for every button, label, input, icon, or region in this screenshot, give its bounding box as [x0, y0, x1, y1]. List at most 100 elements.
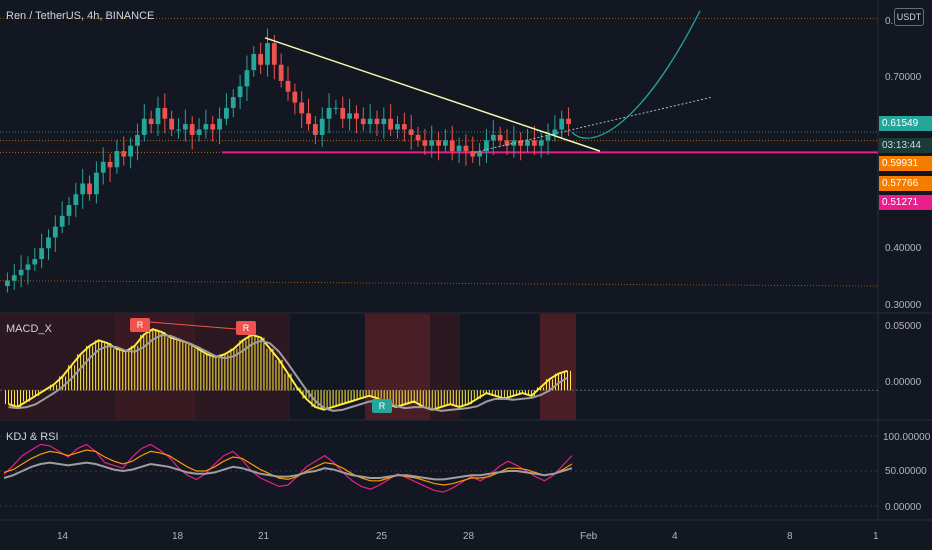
signal-badge: R: [236, 321, 256, 335]
kdj-pane[interactable]: [0, 435, 878, 507]
candle-body: [395, 124, 400, 130]
candle-body: [443, 140, 448, 146]
divergence-line: [149, 321, 237, 330]
candle-body: [333, 107, 339, 109]
last-price-label: 0.61549: [879, 116, 932, 131]
time-axis[interactable]: 14 18 21 25 28 Feb 4 8 1: [57, 531, 879, 542]
candle-body: [381, 118, 387, 125]
candle-body: [210, 124, 216, 130]
kdj-tick: 0.00000: [885, 502, 922, 513]
candle-body: [497, 134, 503, 141]
candle-body: [5, 280, 10, 287]
time-tick: Feb: [580, 531, 598, 542]
candle-body: [237, 86, 243, 98]
candle-body: [59, 215, 65, 227]
macd-zone: [540, 314, 576, 420]
candle-body: [52, 226, 58, 238]
candle-body: [217, 118, 222, 130]
macd-line: [8, 328, 568, 411]
candle-body: [73, 194, 79, 206]
kdj-tick: 50.00000: [885, 466, 927, 477]
candle-body: [66, 205, 72, 216]
time-tick: 28: [463, 531, 475, 542]
price-axis[interactable]: 0. 0.70000 0.40000 0.30000: [885, 16, 922, 311]
macd-title: MACD_X: [6, 323, 52, 335]
candle-body: [244, 70, 250, 87]
macd-tick: 0.05000: [885, 321, 922, 332]
candle-body: [326, 107, 332, 119]
kdj-series-line: [3, 461, 573, 481]
price-pane[interactable]: [0, 10, 879, 293]
candle-body: [25, 264, 31, 270]
candle-body: [11, 275, 17, 281]
candle-body: [258, 53, 264, 65]
time-tick: 25: [376, 531, 388, 542]
candle-body: [422, 140, 428, 146]
candle-body: [224, 107, 229, 119]
price-tick: 0.40000: [885, 243, 922, 254]
kdj-series-line: [3, 449, 573, 486]
candle-body: [388, 118, 394, 130]
time-tick: 14: [57, 531, 69, 542]
candle-body: [141, 118, 147, 135]
price-tick: 0.: [885, 16, 893, 27]
candle-body: [203, 124, 209, 130]
macd-signal-line: [8, 334, 569, 412]
macd-zone: [430, 314, 460, 420]
descending-trendline: [264, 37, 601, 152]
candle-body: [538, 140, 544, 146]
candle-body: [360, 118, 366, 125]
candle-body: [107, 161, 113, 168]
level-label: 0.59931: [879, 156, 932, 171]
candle-body: [490, 134, 496, 141]
candle-body: [559, 118, 565, 130]
chart-title: Ren / TetherUS, 4h, BINANCE: [6, 10, 155, 22]
candle-body: [299, 102, 305, 114]
candle-body: [477, 151, 483, 157]
kdj-series-line: [3, 443, 573, 493]
time-tick: 18: [172, 531, 184, 542]
candle-body: [176, 129, 181, 131]
candle-body: [32, 259, 38, 265]
candle-body: [251, 53, 257, 71]
time-tick: 1: [873, 531, 879, 542]
candle-body: [456, 145, 462, 152]
candle-body: [87, 183, 92, 195]
time-tick: 21: [258, 531, 270, 542]
signal-badge: R: [372, 399, 392, 413]
candle-body: [340, 107, 346, 119]
candle-body: [347, 113, 352, 119]
candle-body: [408, 129, 414, 135]
kdj-axis[interactable]: 100.00000 50.00000 0.00000: [883, 432, 931, 513]
candle-body: [415, 134, 421, 141]
macd-axis[interactable]: 0.05000 0.00000: [885, 321, 922, 388]
kdj-tick: 100.00000: [883, 432, 931, 443]
candle-body: [367, 118, 373, 125]
candle-body: [135, 134, 140, 146]
kdj-title: KDJ & RSI: [6, 431, 59, 443]
candle-body: [196, 129, 202, 135]
macd-tick: 0.00000: [885, 377, 922, 388]
candle-body: [531, 140, 537, 146]
candle-body: [552, 129, 558, 135]
candle-body: [306, 113, 311, 125]
candle-body: [182, 124, 188, 130]
candle-body: [265, 43, 270, 65]
candle-body: [46, 237, 51, 249]
candle-body: [401, 124, 407, 130]
candle-body: [292, 91, 298, 103]
candle-body: [271, 43, 277, 65]
candle-body: [169, 118, 175, 130]
candle-body: [148, 118, 154, 125]
candle-body: [155, 107, 161, 125]
level-label: 0.57766: [879, 176, 932, 191]
candle-body: [285, 80, 291, 92]
candle-body: [93, 172, 99, 195]
candle-body: [504, 140, 510, 146]
unit-badge[interactable]: USDT: [894, 8, 924, 26]
candle-body: [463, 145, 469, 152]
candle-body: [374, 118, 380, 125]
candle-body: [470, 151, 476, 157]
candle-body: [100, 161, 106, 173]
